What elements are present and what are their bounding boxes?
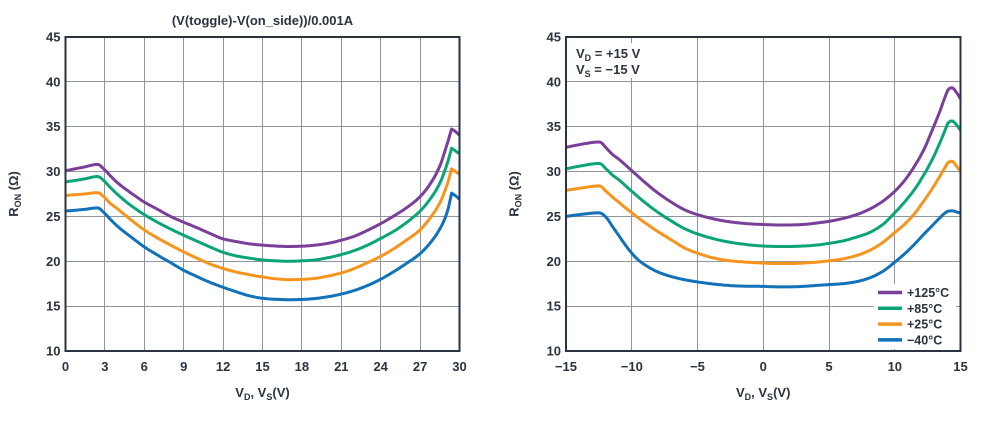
svg-text:24: 24: [373, 359, 388, 374]
svg-text:RON (Ω): RON (Ω): [507, 171, 524, 217]
svg-text:−40°C: −40°C: [907, 333, 942, 347]
svg-text:0: 0: [62, 359, 69, 374]
svg-text:5: 5: [825, 359, 832, 374]
svg-text:21: 21: [334, 359, 348, 374]
svg-text:45: 45: [46, 30, 60, 45]
svg-text:0: 0: [760, 359, 767, 374]
svg-text:9: 9: [180, 359, 187, 374]
svg-text:VD, VS(V): VD, VS(V): [235, 385, 289, 402]
svg-text:18: 18: [295, 359, 309, 374]
svg-text:30: 30: [46, 164, 60, 179]
svg-text:10: 10: [888, 359, 902, 374]
svg-text:30: 30: [452, 359, 466, 374]
svg-text:20: 20: [46, 254, 60, 269]
svg-text:VS = −15 V: VS = −15 V: [576, 62, 640, 79]
svg-text:10: 10: [46, 344, 60, 359]
svg-text:45: 45: [547, 30, 561, 45]
svg-text:15: 15: [46, 299, 60, 314]
svg-text:27: 27: [413, 359, 427, 374]
svg-text:RON (Ω): RON (Ω): [6, 171, 23, 217]
svg-text:−15: −15: [555, 359, 577, 374]
svg-text:40: 40: [547, 74, 561, 89]
svg-text:(V(toggle)-V(on_side))/0.001A: (V(toggle)-V(on_side))/0.001A: [172, 13, 354, 28]
svg-text:25: 25: [46, 209, 60, 224]
svg-text:15: 15: [255, 359, 269, 374]
svg-text:25: 25: [547, 209, 561, 224]
svg-text:+85°C: +85°C: [907, 302, 942, 316]
svg-text:VD = +15 V: VD = +15 V: [576, 46, 641, 63]
svg-text:30: 30: [547, 164, 561, 179]
svg-text:20: 20: [547, 254, 561, 269]
svg-text:−5: −5: [690, 359, 705, 374]
svg-text:+125°C: +125°C: [907, 286, 949, 300]
svg-text:+25°C: +25°C: [907, 318, 942, 332]
svg-text:6: 6: [141, 359, 148, 374]
svg-text:35: 35: [547, 119, 561, 134]
svg-text:−10: −10: [621, 359, 643, 374]
svg-text:3: 3: [101, 359, 108, 374]
svg-text:15: 15: [953, 359, 967, 374]
svg-text:35: 35: [46, 119, 60, 134]
svg-text:40: 40: [46, 74, 60, 89]
svg-text:12: 12: [216, 359, 230, 374]
svg-text:10: 10: [547, 344, 561, 359]
svg-text:VD, VS(V): VD, VS(V): [736, 385, 790, 402]
svg-text:15: 15: [547, 299, 561, 314]
